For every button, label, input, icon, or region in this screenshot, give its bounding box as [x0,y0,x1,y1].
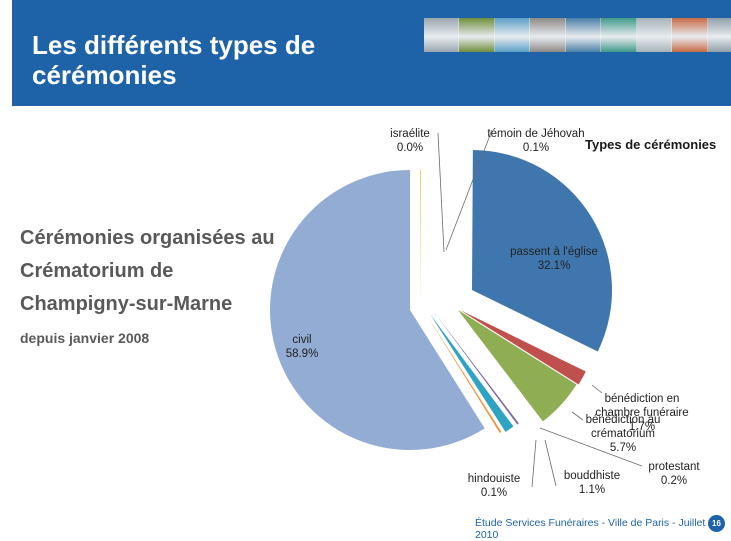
page-number-badge: 16 [708,515,725,532]
leader-line [438,133,444,252]
pie-slice [420,170,421,310]
leader-line [545,440,556,486]
pie-slice [270,170,485,450]
footer-text: Étude Services Funéraires - Ville de Par… [475,517,731,541]
leader-line [572,412,583,420]
leader-line [592,385,602,393]
chart-title: Types de cérémonies [585,137,716,152]
leader-line [532,440,536,487]
